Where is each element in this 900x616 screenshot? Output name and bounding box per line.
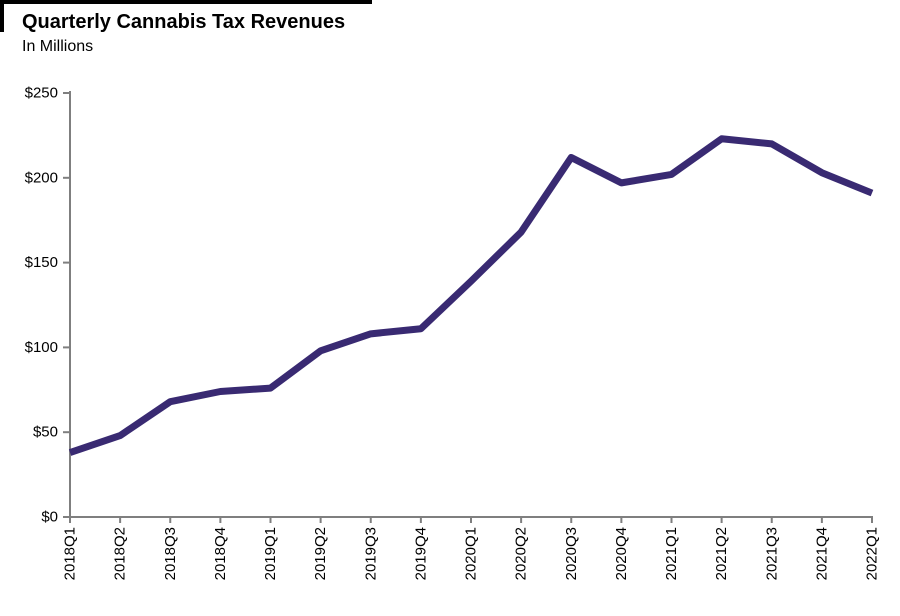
x-tick-label: 2020Q2: [513, 527, 530, 580]
x-tick-label: 2019Q1: [262, 527, 279, 580]
x-tick-label: 2021Q4: [813, 527, 830, 580]
x-tick-label: 2020Q1: [463, 527, 480, 580]
x-tick-label: 2018Q3: [162, 527, 179, 580]
x-tick-label: 2018Q2: [112, 527, 129, 580]
x-tick-label: 2018Q4: [212, 527, 229, 580]
x-tick-label: 2020Q4: [613, 527, 630, 580]
x-tick-label: 2019Q2: [312, 527, 329, 580]
y-tick-label: $250: [25, 85, 58, 102]
revenue-line: [68, 135, 874, 456]
x-tick-label: 2020Q3: [563, 527, 580, 580]
y-tick-label: $200: [25, 169, 58, 186]
chart-title: Quarterly Cannabis Tax Revenues: [22, 11, 346, 33]
y-tick-label: $150: [25, 254, 58, 271]
x-tick-label: 2021Q2: [713, 527, 730, 580]
frame-border-top: [0, 0, 372, 4]
x-tick-label: 2022Q1: [864, 527, 881, 580]
x-tick-label: 2021Q3: [763, 527, 780, 580]
x-tick-label: 2019Q3: [362, 527, 379, 580]
frame-border-left: [0, 0, 4, 32]
x-tick-label: 2021Q1: [663, 527, 680, 580]
y-tick-label: $0: [41, 509, 58, 526]
x-tick-label: 2019Q4: [412, 527, 429, 580]
y-tick-label: $50: [33, 424, 58, 441]
chart-subtitle: In Millions: [22, 38, 94, 55]
y-tick-label: $100: [25, 339, 58, 356]
x-tick-label: 2018Q1: [62, 527, 79, 580]
